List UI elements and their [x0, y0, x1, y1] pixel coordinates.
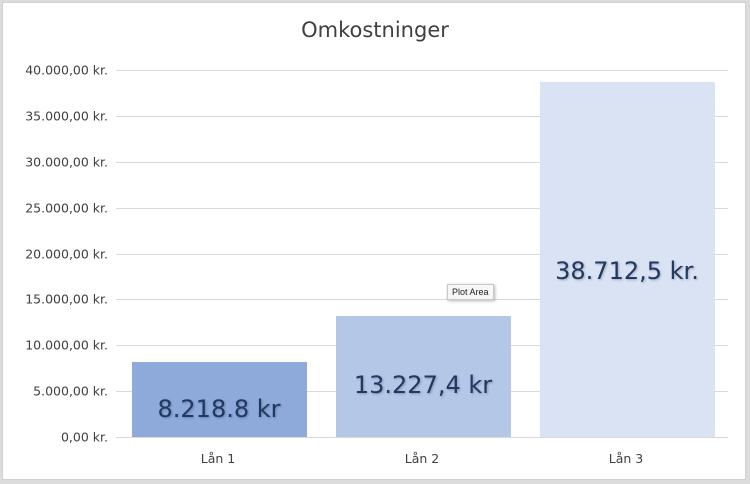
gridline [116, 207, 728, 209]
data-label: 8.218.8 kr [157, 395, 281, 423]
x-tick-label: Lån 1 [200, 451, 236, 466]
gridline [116, 70, 728, 71]
gridline [116, 299, 728, 301]
y-tick-label: 10.000,00 kr. [25, 337, 108, 353]
gridline [116, 115, 728, 117]
plot-area-tooltip: Plot Area [447, 284, 494, 300]
gridline [116, 161, 728, 163]
x-tick-label: Lån 2 [404, 451, 440, 466]
bar-2[interactable]: 13.227,4 kr [335, 315, 511, 437]
x-tick-label: Lån 3 [608, 451, 644, 466]
data-label: 13.227,4 kr [353, 371, 493, 399]
y-tick-label: 15.000,00 kr. [25, 291, 108, 307]
bar-1[interactable]: 8.218.8 kr [131, 361, 307, 437]
y-tick-label: 5.000,00 kr. [33, 383, 108, 399]
y-tick-label: 35.000,00 kr. [25, 108, 108, 124]
y-tick-label: 40.000,00 kr. [25, 62, 108, 78]
plot-area[interactable]: 8.218.8 kr 13.227,4 kr 38.712,5 kr. [116, 70, 728, 438]
data-label: 38.712,5 kr. [555, 257, 699, 285]
gridline [116, 253, 728, 255]
y-tick-label: 30.000,00 kr. [25, 154, 108, 170]
chart-title: Omkostninger [301, 18, 449, 42]
y-tick-label: 20.000,00 kr. [25, 246, 108, 261]
y-tick-label: 25.000,00 kr. [25, 200, 108, 216]
y-tick-label: 0,00 kr. [60, 429, 108, 445]
bar-3[interactable]: 38.712,5 kr. [539, 81, 715, 437]
gridline [116, 437, 728, 438]
